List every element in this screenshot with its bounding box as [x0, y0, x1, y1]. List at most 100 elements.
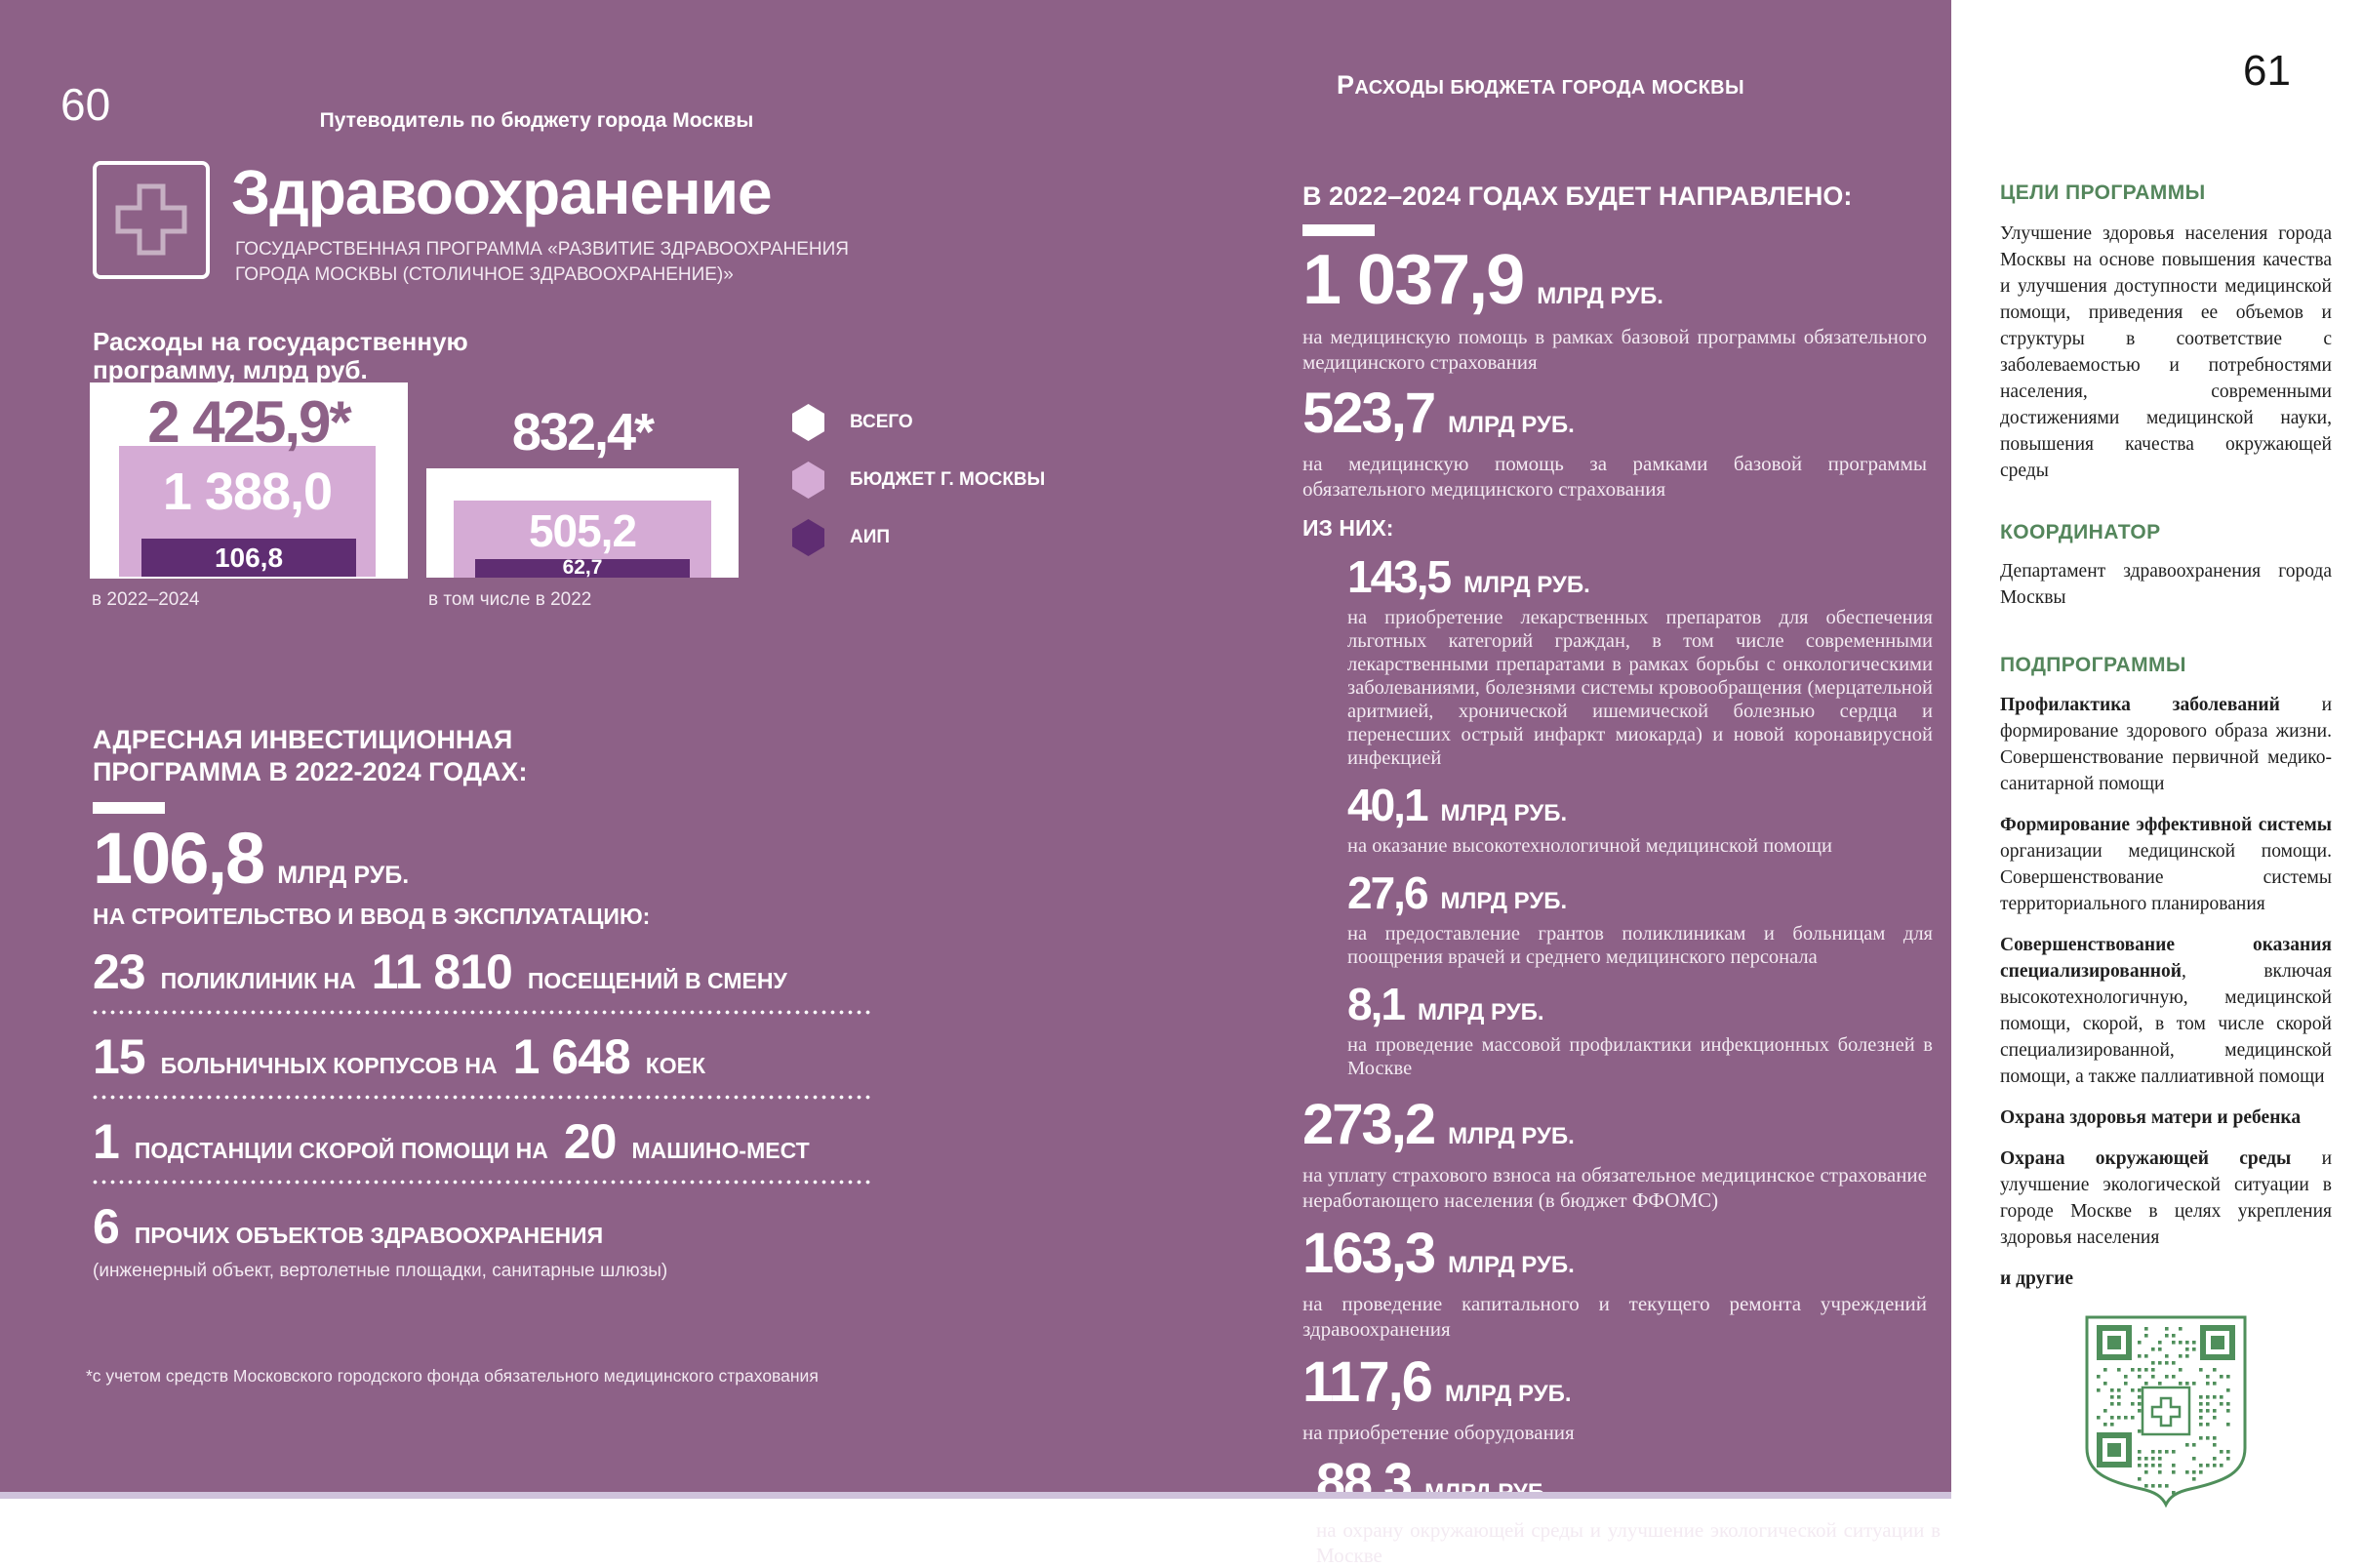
amount-unit: МЛРД РУБ.	[1440, 800, 1568, 826]
running-header-left: Путеводитель по бюджету города Москвы	[319, 109, 754, 132]
amount-value: 8,1	[1347, 979, 1406, 1029]
allocation-desc: на уплату страхового взноса на обязатель…	[1302, 1163, 1927, 1212]
amount-value: 117,6	[1302, 1350, 1433, 1414]
amount-value: 273,2	[1302, 1093, 1436, 1156]
amount-unit: МЛРД РУБ.	[1537, 283, 1663, 309]
aip-item-ambulance: 1 ПОДСТАНЦИИ СКОРОЙ ПОМОЩИ НА 20 МАШИНО-…	[93, 1113, 873, 1169]
program-title: Здравоохранение	[231, 157, 773, 227]
bar-value-total: 832,4*	[511, 403, 655, 462]
subprogram-lead: Совершенствование оказания специализиров…	[2000, 935, 2332, 982]
amount-unit: МЛРД РУБ.	[1448, 1123, 1575, 1149]
bottom-strip	[0, 1492, 1951, 1499]
legend-label: БЮДЖЕТ Г. МОСКВЫ	[850, 469, 1046, 490]
aip-amount-unit: МЛРД РУБ.	[277, 862, 410, 889]
allocation-desc: на оказание высокотехнологичной медицинс…	[1347, 835, 1833, 857]
dash-divider	[1302, 224, 1375, 236]
allocation-desc: на проведение капитального и текущего ре…	[1302, 1292, 1927, 1341]
allocation-desc: на приобретение оборудования	[1302, 1421, 1575, 1444]
bar-value-total: 2 425,9*	[147, 389, 352, 455]
page-number-right: 61	[2243, 47, 2291, 95]
item-label: ПОЛИКЛИНИК НА	[160, 968, 356, 993]
item-count-2: 11 810	[371, 945, 513, 999]
page-number-left: 60	[60, 79, 111, 130]
allocation-amount: 1 037,9 МЛРД РУБ.	[1302, 244, 1942, 316]
subprogram-lead: Формирование эффективной системы	[2000, 815, 2332, 835]
amount-unit: МЛРД РУБ.	[1448, 412, 1575, 438]
allocation-amount: 117,6 МЛРД РУБ.	[1302, 1353, 1942, 1412]
chart-title: Расходы на государственную программу, мл…	[93, 327, 468, 384]
amount-unit: МЛРД РУБ.	[1417, 999, 1544, 1025]
legend-item-budget: БЮДЖЕТ Г. МОСКВЫ	[792, 462, 1045, 499]
aip-item-hospitals: 15 БОЛЬНИЧНЫХ КОРПУСОВ НА 1 648 КОЕК	[93, 1028, 873, 1084]
aip-amount: 106,8 МЛРД РУБ.	[93, 822, 873, 896]
aip-section: АДРЕСНАЯ ИНВЕСТИЦИОННАЯ ПРОГРАММА В 2022…	[93, 724, 873, 1282]
allocation-amount: 27,6 МЛРД РУБ.	[1347, 869, 1942, 916]
subprogram-lead: Охрана здоровья матери и ребенка	[2000, 1107, 2302, 1128]
item-label-2: КОЕК	[645, 1053, 705, 1078]
aip-item-other: 6 ПРОЧИХ ОБЪЕКТОВ ЗДРАВООХРАНЕНИЯ	[93, 1198, 873, 1254]
item-count: 23	[93, 945, 146, 999]
amount-unit: МЛРД РУБ.	[1463, 572, 1590, 598]
subprogram-rest: и формирование здорового образа жизни. С…	[2000, 695, 2333, 794]
legend-swatch-aip	[792, 519, 824, 556]
amount-value: 27,6	[1347, 867, 1429, 918]
legend-item-total: ВСЕГО	[792, 404, 1045, 441]
bar-value-budget: 505,2	[528, 505, 637, 556]
allocation-amount: 523,7 МЛРД РУБ.	[1302, 384, 1942, 443]
coordinator-heading: КООРДИНАТОР	[2000, 521, 2161, 543]
item-count: 1	[93, 1114, 120, 1169]
subprogram-lead: Охрана окружающей среды	[2000, 1148, 2292, 1169]
allocation-desc: на медицинскую помощь в рамках базовой п…	[1302, 325, 1927, 374]
chart-group-2022: 505,2 62,7	[426, 468, 739, 578]
subprogram-item: Профилактика заболеваний и формирование …	[2000, 692, 2332, 797]
amount-value: 88,3	[1316, 1453, 1413, 1511]
allocations-column: В 2022–2024 ГОДАХ БУДЕТ НАПРАВЛЕНО: 1 03…	[1302, 181, 1942, 1568]
allocation-desc: на предоставление грантов поликлиникам и…	[1347, 923, 1933, 968]
subprogram-lead: и другие	[2000, 1268, 2074, 1289]
item-label: ПРОЧИХ ОБЪЕКТОВ ЗДРАВООХРАНЕНИЯ	[134, 1223, 604, 1248]
item-count: 6	[93, 1199, 120, 1254]
allocation-sub-group: 143,5 МЛРД РУБ. на приобретение лекарств…	[1347, 553, 1942, 1080]
chart-legend: ВСЕГО БЮДЖЕТ Г. МОСКВЫ АИП	[792, 404, 1045, 577]
program-subtitle: ГОСУДАРСТВЕННАЯ ПРОГРАММА «РАЗВИТИЕ ЗДРА…	[235, 239, 849, 285]
allocation-desc: на охрану окружающей среды и улучшение э…	[1316, 1518, 1941, 1567]
allocations-heading: В 2022–2024 ГОДАХ БУДЕТ НАПРАВЛЕНО:	[1302, 181, 1853, 211]
allocation-amount: 8,1 МЛРД РУБ.	[1347, 981, 1942, 1027]
legend-label: ВСЕГО	[850, 412, 913, 432]
legend-label: АИП	[850, 527, 891, 547]
amount-value: 523,7	[1302, 382, 1436, 445]
subprogram-item: Охрана здоровья матери и ребенка	[2000, 1105, 2332, 1131]
amount-unit: МЛРД РУБ.	[1444, 1381, 1572, 1407]
item-label-2: ПОСЕЩЕНИЙ В СМЕНУ	[527, 968, 787, 993]
subprogram-item: Формирование эффективной системы организ…	[2000, 812, 2332, 917]
amount-unit: МЛРД РУБ.	[1448, 1252, 1575, 1278]
item-count-2: 1 648	[512, 1029, 631, 1084]
allocation-amount: 88,3 МЛРД РУБ.	[1316, 1455, 1942, 1509]
subprogram-rest: и улучшение экологической ситуации в гор…	[2000, 1148, 2333, 1248]
coordinator-text: Департамент здравоохранения города Москв…	[2000, 561, 2332, 608]
subprogram-rest: , включая высокотехнологичную, медицинск…	[2000, 961, 2332, 1087]
footnote: *с учетом средств Московского городского…	[86, 1366, 819, 1386]
amount-value: 40,1	[1347, 780, 1429, 830]
item-label-2: МАШИНО-МЕСТ	[631, 1138, 810, 1163]
allocation-amount: 40,1 МЛРД РУБ.	[1347, 782, 1942, 828]
legend-swatch-total	[792, 404, 824, 441]
item-label: БОЛЬНИЧНЫХ КОРПУСОВ НА	[160, 1053, 498, 1078]
item-count-2: 20	[563, 1114, 618, 1169]
legend-swatch-budget	[792, 462, 824, 499]
bar-aip: 106,8	[141, 539, 356, 577]
chart-caption-right: в том числе в 2022	[428, 589, 592, 610]
goals-text: Улучшение здоровья населения города Моск…	[2000, 223, 2332, 481]
subprogram-lead: Профилактика заболеваний	[2000, 695, 2280, 715]
allocation-desc: на приобретение лекарственных препаратов…	[1347, 607, 1933, 769]
program-info-sidebar: 61 ЦЕЛИ ПРОГРАММЫ Улучшение здоровья нас…	[1951, 0, 2363, 1508]
allocation-amount: 273,2 МЛРД РУБ.	[1302, 1096, 1942, 1154]
aip-heading: АДРЕСНАЯ ИНВЕСТИЦИОННАЯ ПРОГРАММА В 2022…	[93, 725, 528, 786]
bar-value-budget: 1 388,0	[162, 462, 333, 521]
aip-item-note: (инженерный объект, вертолетные площадки…	[93, 1261, 668, 1281]
spending-chart: Расходы на государственную программу, мл…	[90, 328, 1075, 621]
amount-unit: МЛРД РУБ.	[1440, 888, 1568, 914]
legend-item-aip: АИП	[792, 519, 1045, 556]
bar-aip: 62,7	[475, 557, 690, 578]
iz-nih-label: ИЗ НИХ:	[1302, 515, 1394, 541]
